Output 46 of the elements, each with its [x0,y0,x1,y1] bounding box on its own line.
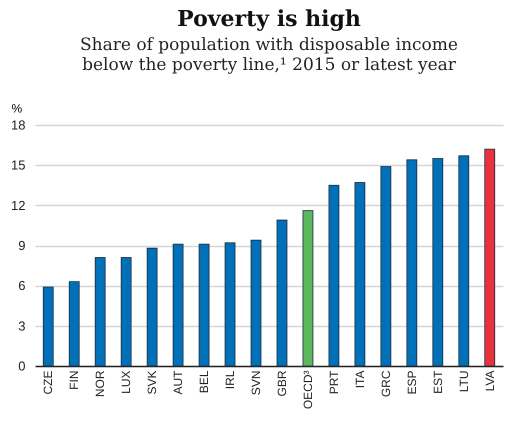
bar [250,240,262,366]
bar [276,220,288,366]
y-tick-label: 9 [18,238,26,253]
x-tick-label: BEL [197,370,212,394]
bar [328,184,340,366]
x-tick-label: GRC [378,370,393,398]
x-tick-label: AUT [171,370,186,394]
x-tick-label: IRL [223,370,238,390]
y-tick-label: 18 [11,118,26,132]
y-tick-label: 12 [11,198,26,213]
x-tick-label: FIN [67,370,82,390]
x-tick-label: PRT [326,370,341,394]
bar [432,158,444,366]
x-tick-label: ITA [352,370,367,388]
bar [172,244,184,366]
x-tick-label: LVA [482,370,497,392]
x-tick-label: NOR [93,370,108,398]
bar [302,210,314,366]
x-tick-label: GBR [274,370,289,397]
bar [354,182,366,366]
y-tick-label: 3 [18,318,26,334]
y-axis-title: % [12,102,22,116]
bar [458,155,470,366]
y-tick-label: 15 [11,158,26,173]
bar [406,159,418,366]
x-tick-label: LTU [456,370,471,392]
bar [120,257,132,366]
x-tick-label: SVN [249,370,264,396]
bar [68,281,80,366]
bar [484,148,496,366]
x-tick-label: SVK [145,370,160,395]
bar [224,242,236,366]
bar [380,166,392,366]
x-tick-label: OECD³ [300,370,315,410]
chart-title: Poverty is high [177,6,361,32]
bar [198,244,210,366]
x-tick-label: CZE [41,370,56,394]
y-tick-label: 0 [18,358,26,374]
chart-subtitle: Share of population with disposable income below the poverty line,¹ 2015 or latest year [80,35,458,75]
bar [94,257,106,366]
x-tick-label: EST [430,370,445,394]
y-tick-label: 6 [18,278,26,294]
bar [42,286,54,366]
x-tick-label: LUX [119,370,134,394]
bar [146,248,158,366]
x-tick-label: ESP [404,370,419,395]
